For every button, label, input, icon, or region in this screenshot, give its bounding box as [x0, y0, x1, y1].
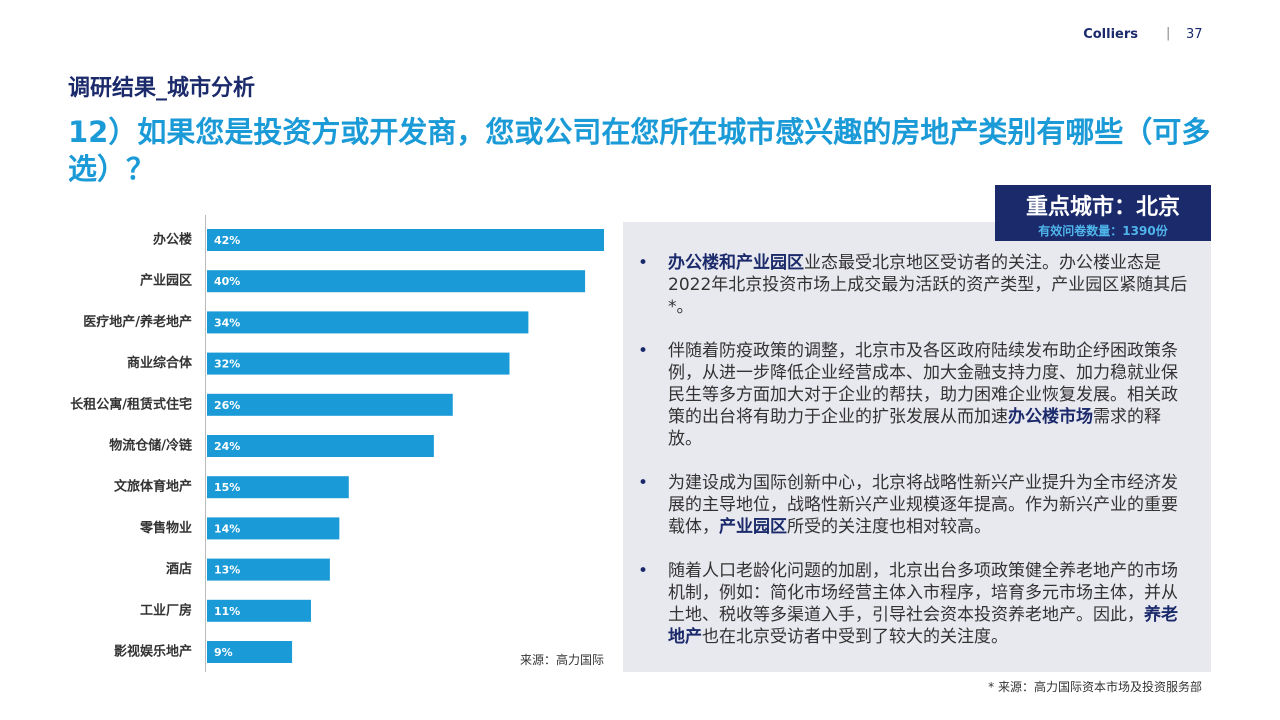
bullet-list: 办公楼和产业园区业态最受北京地区受访者的关注。办公楼业态是2022年北京投资市场…	[638, 252, 1194, 670]
bullet: 伴随着防疫政策的调整，北京市及各区政府陆续发布助企纾困政策条例，从进一步降低企业…	[638, 340, 1194, 450]
category-label: 零售物业	[139, 520, 192, 536]
value-label: 40%	[214, 275, 240, 288]
bar	[207, 270, 586, 293]
category-label: 商业综合体	[127, 355, 193, 371]
footnote: * 来源：高力国际资本市场及投资服务部	[988, 680, 1202, 694]
city-count: 有效问卷数量：1390份	[1038, 224, 1168, 238]
bar	[207, 435, 434, 457]
page-number: 37	[1186, 27, 1203, 42]
category-label: 产业园区	[140, 273, 192, 289]
highlight-text: 产业园区	[719, 517, 787, 537]
value-label: 42%	[214, 234, 240, 247]
value-label: 9%	[214, 646, 233, 659]
city-box: 重点城市：北京 有效问卷数量：1390份	[995, 185, 1211, 241]
separator: |	[1166, 26, 1171, 41]
category-label: 物流仓储/冷链	[109, 438, 193, 454]
bar	[207, 517, 340, 540]
category-label: 工业厂房	[140, 602, 192, 618]
category-label: 长租公寓/租赁式住宅	[70, 396, 192, 412]
highlight-text: 办公楼和产业园区	[668, 253, 804, 273]
bar	[207, 229, 604, 251]
chart-source: 来源：高力国际	[519, 653, 604, 667]
value-label: 13%	[214, 564, 240, 577]
bullet: 随着人口老龄化问题的加剧，北京出台多项政策健全养老地产的市场机制，例如：简化市场…	[638, 560, 1194, 648]
bar	[207, 558, 330, 581]
category-label: 文旅体育地产	[114, 479, 192, 495]
bar	[207, 352, 510, 375]
value-label: 14%	[214, 522, 240, 535]
category-label: 医疗地产/养老地产	[83, 314, 192, 330]
subtitle: 调研结果_城市分析	[68, 76, 256, 101]
value-label: 15%	[214, 481, 240, 494]
highlight-text: 办公楼市场	[1008, 407, 1093, 427]
value-label: 24%	[214, 440, 240, 453]
highlight-text: 养老地产	[668, 605, 1178, 647]
bar	[207, 641, 293, 663]
bullet-text: 业态最受北京地区受访者的关注。办公楼业态是2022年北京投资市场上成交最为活跃的…	[668, 253, 1188, 317]
bullet-text: 为建设成为国际创新中心，北京将战略性新兴产业提升为全市经济发展的主导地位，战略性…	[668, 473, 1178, 537]
category-label: 酒店	[166, 561, 192, 577]
bullet-text: 随着人口老龄化问题的加剧，北京出台多项政策健全养老地产的市场机制，例如：简化市场…	[668, 561, 1178, 625]
bar	[207, 599, 311, 622]
bullet-text: 也在北京受访者中受到了较大的关注度。	[702, 627, 1008, 647]
city-name: 重点城市：北京	[1025, 195, 1180, 220]
category-label: 影视娱乐地产	[114, 644, 192, 660]
value-label: 34%	[214, 316, 240, 329]
bar	[207, 476, 349, 499]
value-label: 32%	[214, 358, 240, 371]
bullet-text: 伴随着防疫政策的调整，北京市及各区政府陆续发布助企纾困政策条例，从进一步降低企业…	[668, 341, 1178, 427]
bullet-text: 所受的关注度也相对较高。	[787, 517, 991, 537]
bullet: 为建设成为国际创新中心，北京将战略性新兴产业提升为全市经济发展的主导地位，战略性…	[638, 472, 1194, 538]
bar	[207, 393, 453, 416]
category-label: 办公楼	[153, 232, 192, 248]
bullet-text: 需求的释放。	[668, 407, 1161, 449]
bullet: 办公楼和产业园区业态最受北京地区受访者的关注。办公楼业态是2022年北京投资市场…	[638, 252, 1194, 318]
bar	[207, 311, 529, 334]
chart: 办公楼 42% 产业园区 40% 医疗地产/养老地产 34% 商业综合体 32% 长租公寓/租赁…	[70, 215, 604, 672]
title: 12）如果您是投资方或开发商，您或公司在您所在城市感兴趣的房地产类别有哪些（可多…	[68, 115, 1211, 186]
value-label: 11%	[214, 605, 240, 618]
brand: Colliers	[1083, 27, 1138, 42]
value-label: 26%	[214, 399, 240, 412]
